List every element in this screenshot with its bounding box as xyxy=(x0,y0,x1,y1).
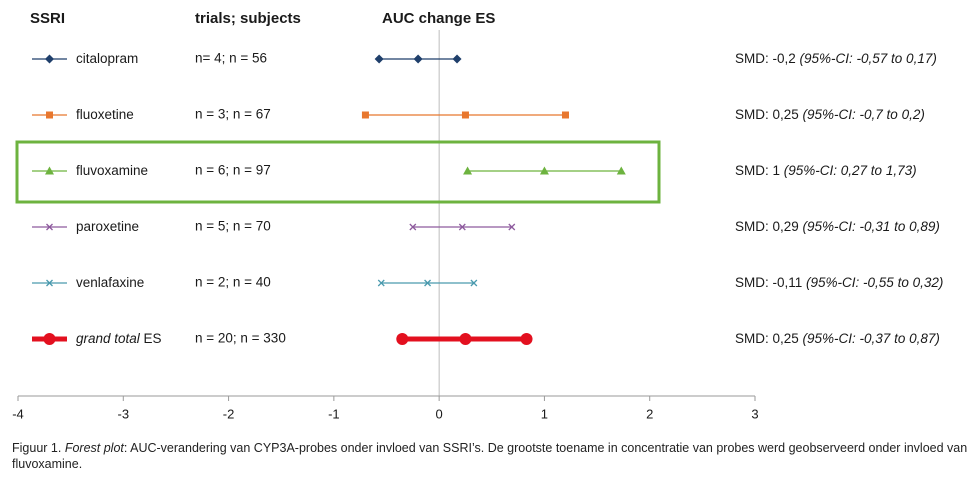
x-tick-label-0: 0 xyxy=(436,406,443,421)
legend-marker-paroxetine-stroke-b xyxy=(46,223,53,231)
ci-low-marker-grand-total xyxy=(396,333,409,345)
caption-text: : AUC-verandering van CYP3A-probes onder… xyxy=(12,441,968,471)
row-label-text-paroxetine: paroxetine xyxy=(76,219,139,234)
ci-high-marker-venlafaxine xyxy=(470,279,478,287)
row-label-text-fluoxetine: fluoxetine xyxy=(76,107,134,122)
legend-marker-fluvoxamine xyxy=(45,166,54,175)
x-tick-label-1: 1 xyxy=(541,406,548,421)
row-smd-value-venlafaxine: SMD: -0,11 xyxy=(735,275,806,290)
header-trials: trials; subjects xyxy=(195,10,301,27)
row-label-paroxetine: paroxetine xyxy=(76,219,139,234)
header-ssri: SSRI xyxy=(30,10,66,27)
row-label-text-citalopram: citalopram xyxy=(76,51,138,66)
legend-marker-venlafaxine xyxy=(46,279,53,287)
x-tick-label-3: 3 xyxy=(751,406,758,421)
estimate-marker-paroxetine xyxy=(458,223,466,231)
row-smd-fluoxetine: SMD: 0,25 (95%-CI: -0,7 to 0,2) xyxy=(735,107,925,122)
row-smd-paroxetine: SMD: 0,29 (95%-CI: -0,31 to 0,89) xyxy=(735,219,940,234)
row-smd-fluvoxamine: SMD: 1 (95%-CI: 0,27 to 1,73) xyxy=(735,163,917,178)
figure-caption: Figuur 1. Forest plot: AUC-verandering v… xyxy=(12,440,968,472)
caption-prefix: Figuur 1. xyxy=(12,441,65,455)
header-auc: AUC change ES xyxy=(382,10,496,27)
legend-marker-paroxetine xyxy=(46,223,53,231)
ci-high-marker-paroxetine xyxy=(508,223,516,231)
x-tick-label-2: 2 xyxy=(646,406,653,421)
caption-lead: Forest plot xyxy=(64,441,124,455)
row-label-italic-grand-total: grand total xyxy=(76,331,141,346)
row-label-citalopram: citalopram xyxy=(76,51,138,66)
row-label-text-fluvoxamine: fluvoxamine xyxy=(76,163,148,178)
row-smd-value-fluvoxamine: SMD: 1 xyxy=(735,163,784,178)
estimate-marker-fluvoxamine xyxy=(539,166,549,175)
row-trials-fluvoxamine: n = 6; n = 97 xyxy=(195,163,271,178)
legend-marker-citalopram xyxy=(45,54,54,64)
ci-low-marker-citalopram xyxy=(374,54,384,64)
row-smd-ci-venlafaxine: (95%-CI: -0,55 to 0,32) xyxy=(806,275,943,290)
row-smd-ci-paroxetine: (95%-CI: -0,31 to 0,89) xyxy=(803,219,940,234)
legend-marker-fluoxetine xyxy=(46,111,53,119)
estimate-marker-citalopram xyxy=(413,54,423,64)
row-label-fluvoxamine: fluvoxamine xyxy=(76,163,148,178)
row-trials-grand-total: n = 20; n = 330 xyxy=(195,331,286,346)
highlight-box xyxy=(15,140,661,204)
ci-low-marker-venlafaxine-stroke-b xyxy=(377,279,385,287)
row-trials-paroxetine: n = 5; n = 70 xyxy=(195,219,271,234)
row-trials-venlafaxine: n = 2; n = 40 xyxy=(195,275,271,290)
row-label-text-grand-total: ES xyxy=(140,331,162,346)
x-tick-label--1: -1 xyxy=(328,406,340,421)
ci-high-marker-citalopram xyxy=(452,54,462,64)
legend-marker-venlafaxine-stroke-b xyxy=(46,279,53,287)
legend-marker-grand-total xyxy=(43,333,56,345)
row-label-text-venlafaxine: venlafaxine xyxy=(76,275,144,290)
ci-high-marker-fluvoxamine xyxy=(616,166,626,175)
x-tick-label--2: -2 xyxy=(223,406,235,421)
ci-low-marker-paroxetine-stroke-b xyxy=(409,223,417,231)
estimate-marker-fluoxetine xyxy=(461,111,469,119)
row-smd-ci-fluvoxamine: (95%-CI: 0,27 to 1,73) xyxy=(784,163,917,178)
row-smd-ci-fluoxetine: (95%-CI: -0,7 to 0,2) xyxy=(803,107,925,122)
ci-high-marker-fluoxetine xyxy=(561,111,569,119)
row-label-fluoxetine: fluoxetine xyxy=(76,107,134,122)
estimate-marker-grand-total xyxy=(459,333,472,345)
row-smd-value-fluoxetine: SMD: 0,25 xyxy=(735,107,803,122)
row-smd-venlafaxine: SMD: -0,11 (95%-CI: -0,55 to 0,32) xyxy=(735,275,943,290)
row-smd-citalopram: SMD: -0,2 (95%-CI: -0,57 to 0,17) xyxy=(735,51,937,66)
estimate-marker-venlafaxine-stroke-b xyxy=(424,279,432,287)
row-label-venlafaxine: venlafaxine xyxy=(76,275,144,290)
row-label-grand-total: grand total ES xyxy=(76,331,162,346)
ci-low-marker-paroxetine xyxy=(409,223,417,231)
row-smd-value-grand-total: SMD: 0,25 xyxy=(735,331,803,346)
x-tick-label--4: -4 xyxy=(12,406,24,421)
ci-high-marker-grand-total xyxy=(520,333,533,345)
forest-plot: citalopram n= 4; n = 56 SMD: -0,2 (95%-CI:… xyxy=(12,30,943,421)
row-trials-citalopram: n= 4; n = 56 xyxy=(195,51,267,66)
estimate-marker-venlafaxine xyxy=(424,279,432,287)
ci-low-marker-venlafaxine xyxy=(377,279,385,287)
row-smd-value-paroxetine: SMD: 0,29 xyxy=(735,219,803,234)
row-smd-value-citalopram: SMD: -0,2 xyxy=(735,51,800,66)
x-tick-label--3: -3 xyxy=(118,406,130,421)
ci-high-marker-paroxetine-stroke-b xyxy=(508,223,516,231)
row-trials-fluoxetine: n = 3; n = 67 xyxy=(195,107,271,122)
estimate-marker-paroxetine-stroke-b xyxy=(458,223,466,231)
ci-low-marker-fluoxetine xyxy=(361,111,369,119)
ci-high-marker-venlafaxine-stroke-b xyxy=(470,279,478,287)
ci-low-marker-fluvoxamine xyxy=(463,166,473,175)
row-smd-grand-total: SMD: 0,25 (95%-CI: -0,37 to 0,87) xyxy=(735,331,940,346)
row-smd-ci-grand-total: (95%-CI: -0,37 to 0,87) xyxy=(803,331,940,346)
row-smd-ci-citalopram: (95%-CI: -0,57 to 0,17) xyxy=(800,51,937,66)
